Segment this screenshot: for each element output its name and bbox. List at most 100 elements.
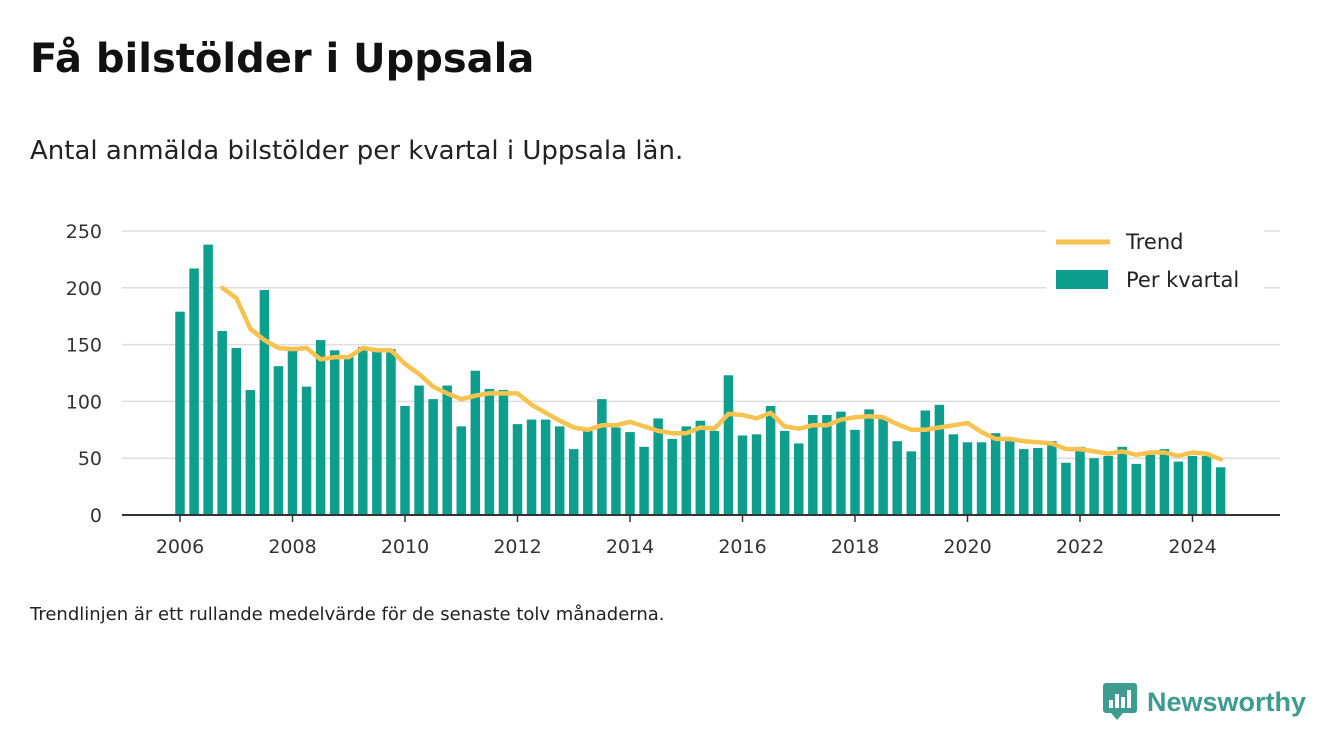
bar: [1131, 463, 1141, 515]
bar: [526, 419, 537, 515]
bar: [372, 349, 382, 515]
bar: [1187, 455, 1198, 515]
bar: [1089, 458, 1099, 515]
bar: [850, 429, 860, 515]
bar: [920, 410, 931, 515]
bar: [358, 346, 368, 515]
bar: [653, 418, 663, 515]
bar: [597, 399, 607, 515]
bar: [1159, 449, 1170, 515]
bar: [470, 370, 481, 515]
y-tick-label: 200: [66, 278, 102, 300]
bar: [315, 340, 326, 515]
bar: [175, 311, 185, 515]
bar: [808, 415, 818, 515]
bar: [554, 426, 565, 515]
chart-area: 0 50 100 150 200 250 2006 2008 2010 2012 2014 2016…: [66, 221, 1280, 558]
bar: [737, 435, 748, 515]
x-tick-label: 2016: [718, 536, 766, 558]
bar: [569, 449, 579, 515]
bar: [386, 349, 396, 515]
bar: [484, 388, 495, 515]
bar: [273, 366, 284, 515]
bar: [765, 405, 776, 515]
bar: [836, 411, 846, 515]
bar: [583, 430, 593, 515]
x-tick-label: 2010: [381, 536, 429, 558]
bar: [1173, 461, 1184, 515]
bar: [414, 385, 424, 515]
legend: Trend Per kvartal: [1046, 224, 1264, 296]
bar: [751, 434, 762, 515]
bar: [217, 330, 227, 515]
bar: [639, 446, 649, 515]
newsworthy-logo-icon: [1103, 683, 1137, 720]
bar: [456, 426, 466, 515]
x-tick-label: 2024: [1168, 536, 1216, 558]
bar: [1201, 455, 1212, 515]
y-tick-label: 100: [66, 391, 102, 413]
bar: [1033, 447, 1043, 515]
bar: [723, 375, 734, 515]
bar: [878, 417, 888, 515]
x-tick-label: 2014: [606, 536, 654, 558]
bar: [822, 415, 832, 515]
bar: [1145, 454, 1156, 515]
bar: [344, 355, 354, 515]
trend-line: [219, 285, 1223, 462]
bar: [779, 430, 790, 515]
bar: [329, 350, 340, 515]
x-tick-label: 2020: [943, 536, 991, 558]
bar: [864, 409, 874, 515]
bar: [681, 426, 691, 515]
x-tick-label: 2018: [831, 536, 879, 558]
bar: [667, 438, 677, 515]
bar: [203, 244, 213, 515]
bar: [1047, 441, 1057, 515]
chart-subtitle: Antal anmälda bilstölder per kvartal i U…: [30, 136, 684, 166]
bar: [400, 405, 410, 515]
x-tick-label: 2022: [1056, 536, 1104, 558]
x-tick-label: 2012: [493, 536, 541, 558]
y-tick-label: 0: [90, 505, 102, 527]
bar: [1103, 455, 1113, 515]
bar: [287, 350, 298, 515]
y-tick-label: 250: [66, 221, 102, 243]
bar: [962, 442, 973, 515]
bar: [540, 419, 551, 515]
bar: [695, 420, 706, 515]
y-axis-ticks: 0 50 100 150 200 250: [66, 221, 102, 527]
bar: [1019, 449, 1029, 515]
bar: [1061, 462, 1071, 515]
bar: [709, 430, 720, 515]
bar: [1215, 467, 1226, 515]
bar: [1004, 441, 1015, 515]
footnote: Trendlinjen är ett rullande medelvärde f…: [30, 604, 665, 625]
bar: [442, 385, 452, 515]
bar: [1117, 446, 1127, 515]
bar: [189, 268, 199, 515]
y-tick-label: 50: [78, 448, 102, 470]
bar: [794, 443, 804, 515]
bar: [948, 434, 959, 515]
bar: [990, 433, 1001, 515]
bar: [906, 451, 916, 515]
bar: [498, 390, 509, 515]
legend-bar-label: Per kvartal: [1126, 268, 1239, 292]
bar: [245, 390, 256, 515]
x-tick-label: 2008: [268, 536, 316, 558]
bar: [1075, 446, 1085, 515]
y-tick-label: 150: [66, 335, 102, 357]
brand[interactable]: Newsworthy: [1103, 683, 1306, 721]
x-axis-ticks: 2006 2008 2010 2012 2014 2016 2018 2020 2022 2024: [156, 515, 1217, 558]
bar: [892, 441, 902, 515]
brand-name: Newsworthy: [1147, 686, 1307, 717]
bar: [976, 442, 987, 515]
bar: [428, 399, 438, 515]
bar-series: [175, 244, 1226, 515]
bar: [259, 290, 270, 515]
bar: [512, 424, 523, 515]
bar: [301, 386, 312, 515]
bar: [231, 348, 241, 515]
bar: [611, 427, 621, 515]
